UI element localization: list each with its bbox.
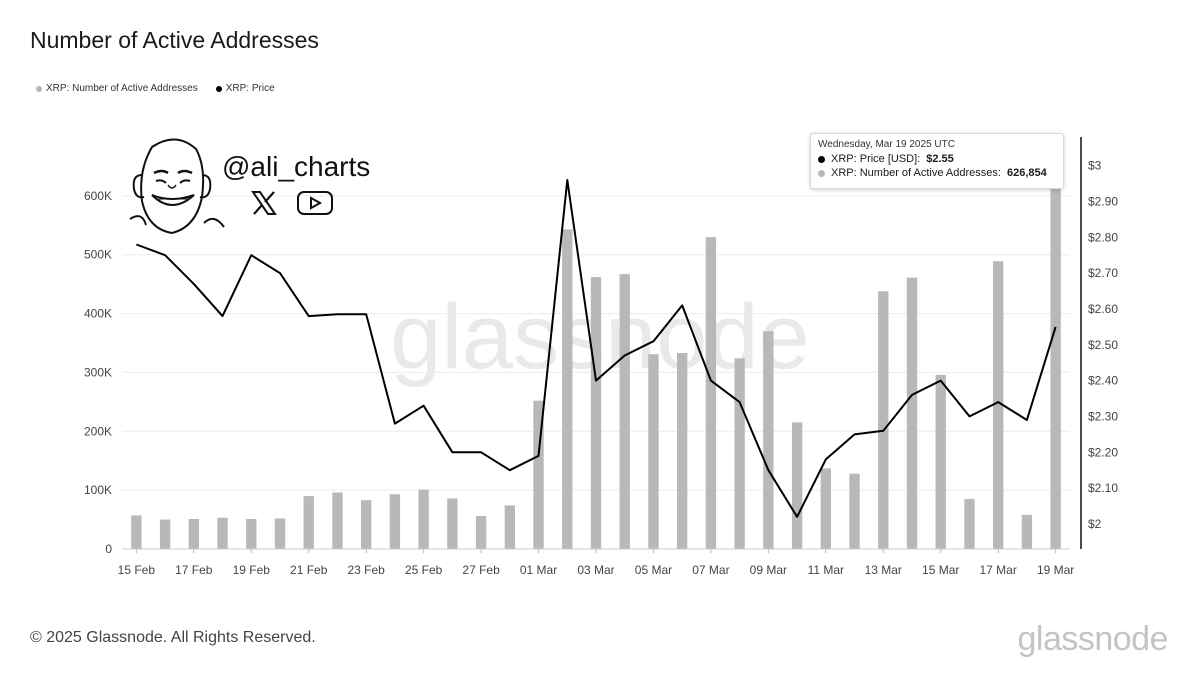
x-tick-label: 17 Mar (980, 563, 1017, 577)
legend: XRP: Number of Active Addresses XRP: Pri… (36, 83, 275, 94)
legend-item-price[interactable]: XRP: Price (215, 83, 275, 94)
x-tick-label: 07 Mar (692, 563, 729, 577)
tooltip-price-value: $2.55 (926, 153, 954, 165)
bar (159, 519, 171, 549)
bar (906, 277, 918, 549)
bar (820, 468, 831, 549)
youtube-icon (297, 191, 333, 215)
bar (246, 518, 257, 549)
bar (533, 400, 544, 549)
cartoon-face-icon (129, 138, 225, 235)
bar (504, 505, 515, 549)
bar (188, 518, 199, 549)
bar (705, 237, 717, 550)
bar (878, 291, 889, 549)
y-right-tick-label: $2.90 (1088, 194, 1118, 208)
y-right-tick-label: $2.10 (1088, 481, 1118, 495)
x-tick-label: 13 Mar (865, 563, 902, 577)
tooltip: Wednesday, Mar 19 2025 UTC XRP: Price [U… (810, 133, 1064, 189)
bar (447, 498, 458, 549)
y-left-tick-label: 500K (84, 248, 112, 262)
y-right-tick-label: $2.50 (1088, 338, 1118, 352)
bar (590, 277, 602, 549)
y-right-tick-label: $2.60 (1088, 302, 1118, 316)
x-logo-icon (251, 191, 277, 215)
bar (389, 494, 401, 549)
x-tick-label: 15 Mar (922, 563, 959, 577)
social-icons (250, 190, 334, 216)
legend-dot-price (215, 85, 222, 92)
bar-series (131, 180, 1061, 550)
bar (849, 473, 860, 549)
copyright-footer: © 2025 Glassnode. All Rights Reserved. (30, 629, 316, 646)
x-tick-label: 03 Mar (577, 563, 614, 577)
y-left-tick-label: 400K (84, 307, 112, 321)
legend-label-addresses: XRP: Number of Active Addresses (46, 83, 198, 94)
tooltip-addresses-value: 626,854 (1006, 167, 1047, 179)
y-left-tick-label: 100K (84, 483, 112, 497)
y-right-tick-label: $2.40 (1088, 374, 1118, 388)
bar (217, 517, 228, 549)
bar (1021, 514, 1033, 549)
x-tick-label: 23 Feb (348, 563, 386, 577)
bar (418, 489, 429, 549)
x-tick-label: 15 Feb (118, 563, 156, 577)
bar (619, 274, 630, 549)
x-tick-label: 19 Mar (1037, 563, 1074, 577)
y-left-tick-label: 0 (105, 542, 112, 556)
tooltip-dot-price (818, 155, 825, 163)
y-right-tick-label: $2.20 (1088, 445, 1118, 459)
x-tick-label: 21 Feb (290, 563, 328, 577)
x-tick-label: 01 Mar (520, 563, 557, 577)
tooltip-row-price: XRP: Price [USD]: $2.55 (818, 153, 1056, 165)
bar (993, 261, 1004, 549)
bar (303, 496, 314, 549)
bar (677, 353, 688, 549)
y-right-tick-label: $2.80 (1088, 230, 1118, 244)
price-line-series (136, 179, 1057, 518)
tooltip-dot-addresses (818, 169, 825, 177)
bar (935, 374, 946, 549)
x-tick-label: 05 Mar (635, 563, 672, 577)
bar (734, 358, 745, 549)
y-right-tick-label: $3 (1088, 159, 1102, 173)
y-right-tick-label: $2.70 (1088, 266, 1118, 280)
y-right-tick-label: $2.30 (1088, 409, 1118, 423)
bar (648, 354, 659, 549)
bar (475, 516, 487, 549)
x-tick-label: 19 Feb (233, 563, 271, 577)
chart-title: Number of Active Addresses (30, 27, 319, 53)
price-line (136, 179, 1057, 518)
bar (763, 331, 774, 549)
x-tick-label: 17 Feb (175, 563, 213, 577)
bar (1050, 180, 1061, 550)
x-tick-label: 09 Mar (750, 563, 787, 577)
y-left-tick-label: 600K (84, 189, 112, 203)
axes: 0 100K 200K 300K 400K 500K 600K $2 $2.10 $2.20 $2.… (84, 137, 1118, 577)
bar (332, 492, 343, 549)
bar (562, 229, 573, 550)
tooltip-row-addresses: XRP: Number of Active Addresses: 626,854 (818, 167, 1056, 179)
y-right-tick-label: $2 (1088, 517, 1102, 531)
x-tick-label: 11 Mar (808, 563, 844, 577)
brand-logo: glassnode (1017, 620, 1168, 658)
bar (791, 422, 803, 549)
bar (964, 498, 975, 549)
x-tick-label: 27 Feb (462, 563, 500, 577)
x-tick-label: 25 Feb (405, 563, 443, 577)
legend-label-price: XRP: Price (225, 83, 275, 94)
bar (361, 500, 372, 549)
y-left-tick-label: 300K (84, 365, 112, 379)
tooltip-price-label: XRP: Price [USD]: (831, 153, 921, 165)
overlay-handle: @ali_charts (222, 151, 371, 182)
tooltip-date: Wednesday, Mar 19 2025 UTC (818, 139, 955, 150)
tooltip-addresses-label: XRP: Number of Active Addresses: (831, 167, 1001, 179)
legend-item-addresses[interactable]: XRP: Number of Active Addresses (36, 83, 198, 94)
bar (274, 518, 286, 549)
bar (131, 515, 142, 549)
legend-dot-addresses (36, 85, 42, 92)
y-left-tick-label: 200K (84, 424, 112, 438)
